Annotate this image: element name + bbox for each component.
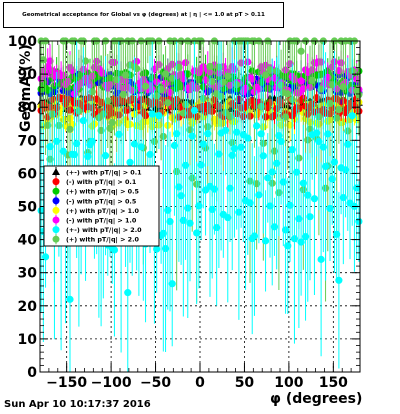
data-point: [168, 280, 176, 288]
data-point: [317, 255, 325, 263]
data-point: [306, 213, 314, 221]
x-tick-label: 100: [274, 375, 303, 391]
chart-title: Geometrical acceptance for Global vs φ (…: [22, 12, 265, 18]
data-point: [110, 246, 119, 254]
y-tick-label: 0: [27, 365, 37, 381]
x-tick-label: 0: [195, 375, 205, 391]
data-point: [66, 125, 74, 133]
data-point: [155, 112, 163, 120]
data-point: [255, 191, 263, 199]
x-tick-label: 50: [235, 375, 255, 391]
axes: 0 10 20 30 40 50 60 70 80 90 100 −150 −100 −50 0 50 100 1…: [8, 34, 361, 391]
legend-label: (-) with pT/|q| > 0.1: [66, 178, 136, 187]
data-point: [164, 99, 172, 107]
legend-label: (+) with pT/|q| > 1.0: [66, 207, 140, 216]
y-tick-label: 80: [18, 100, 38, 116]
x-tick-label: −150: [46, 375, 87, 391]
y-tick-label: 50: [18, 200, 38, 216]
data-point: [190, 106, 199, 115]
y-tick-label: 100: [8, 34, 37, 50]
data-point: [259, 152, 267, 160]
legend-label: (+) with pT/|q| > 0.5: [66, 188, 139, 197]
data-points: [37, 37, 363, 372]
data-point: [153, 245, 161, 253]
data-point: [41, 253, 50, 261]
data-point: [324, 130, 332, 138]
date-stamp: Sun Apr 10 10:17:37 2016: [4, 399, 151, 410]
x-axis-label: φ (degrees): [270, 391, 363, 407]
data-point: [261, 71, 270, 79]
data-point: [66, 295, 74, 303]
legend: (+-) with pT/|q| > 0.1(-) with pT/|q| > …: [43, 165, 160, 247]
data-point: [124, 289, 132, 297]
data-point: [348, 112, 356, 120]
y-tick-label: 70: [18, 133, 38, 149]
data-point: [101, 152, 110, 160]
data-point: [186, 219, 194, 227]
legend-label: (+-) with pT/|q| > 0.1: [66, 169, 142, 178]
data-point: [284, 90, 292, 98]
legend-label: (-) with pT/|q| > 0.5: [66, 197, 136, 206]
y-tick-label: 60: [18, 166, 38, 182]
data-point: [261, 237, 270, 245]
y-tick-label: 10: [18, 332, 38, 348]
data-point: [221, 126, 230, 134]
y-tick-label: 90: [18, 67, 38, 83]
legend-label: (+-) with pT/|q| > 2.0: [66, 226, 142, 235]
data-point: [310, 195, 319, 203]
data-point: [335, 105, 343, 114]
y-tick-label: 30: [18, 266, 38, 282]
data-point: [268, 168, 276, 176]
data-point: [244, 134, 252, 142]
x-tick-label: −100: [91, 375, 132, 391]
data-point: [330, 158, 339, 166]
y-tick-label: 20: [18, 299, 38, 315]
data-point: [253, 122, 261, 130]
y-axis-label: GeomA (%): [18, 44, 34, 132]
chart-title-box: Geometrical acceptance for Global vs φ (…: [3, 2, 284, 28]
data-point: [335, 276, 343, 284]
data-point: [141, 82, 150, 90]
data-point: [250, 232, 259, 240]
data-point: [355, 91, 363, 99]
legend-box: [43, 165, 160, 247]
legend-label: (+) with pT/|q| > 2.0: [66, 236, 140, 245]
data-point: [297, 47, 305, 55]
data-point: [59, 147, 67, 155]
data-point: [315, 137, 323, 146]
data-point: [344, 140, 352, 148]
legend-label: (-) with pT/|q| > 1.0: [66, 217, 137, 226]
x-tick-label: 150: [319, 375, 348, 391]
y-tick-label: 40: [18, 233, 38, 249]
x-tick-label: −50: [140, 375, 171, 391]
data-point: [126, 158, 134, 166]
data-point: [355, 217, 363, 226]
